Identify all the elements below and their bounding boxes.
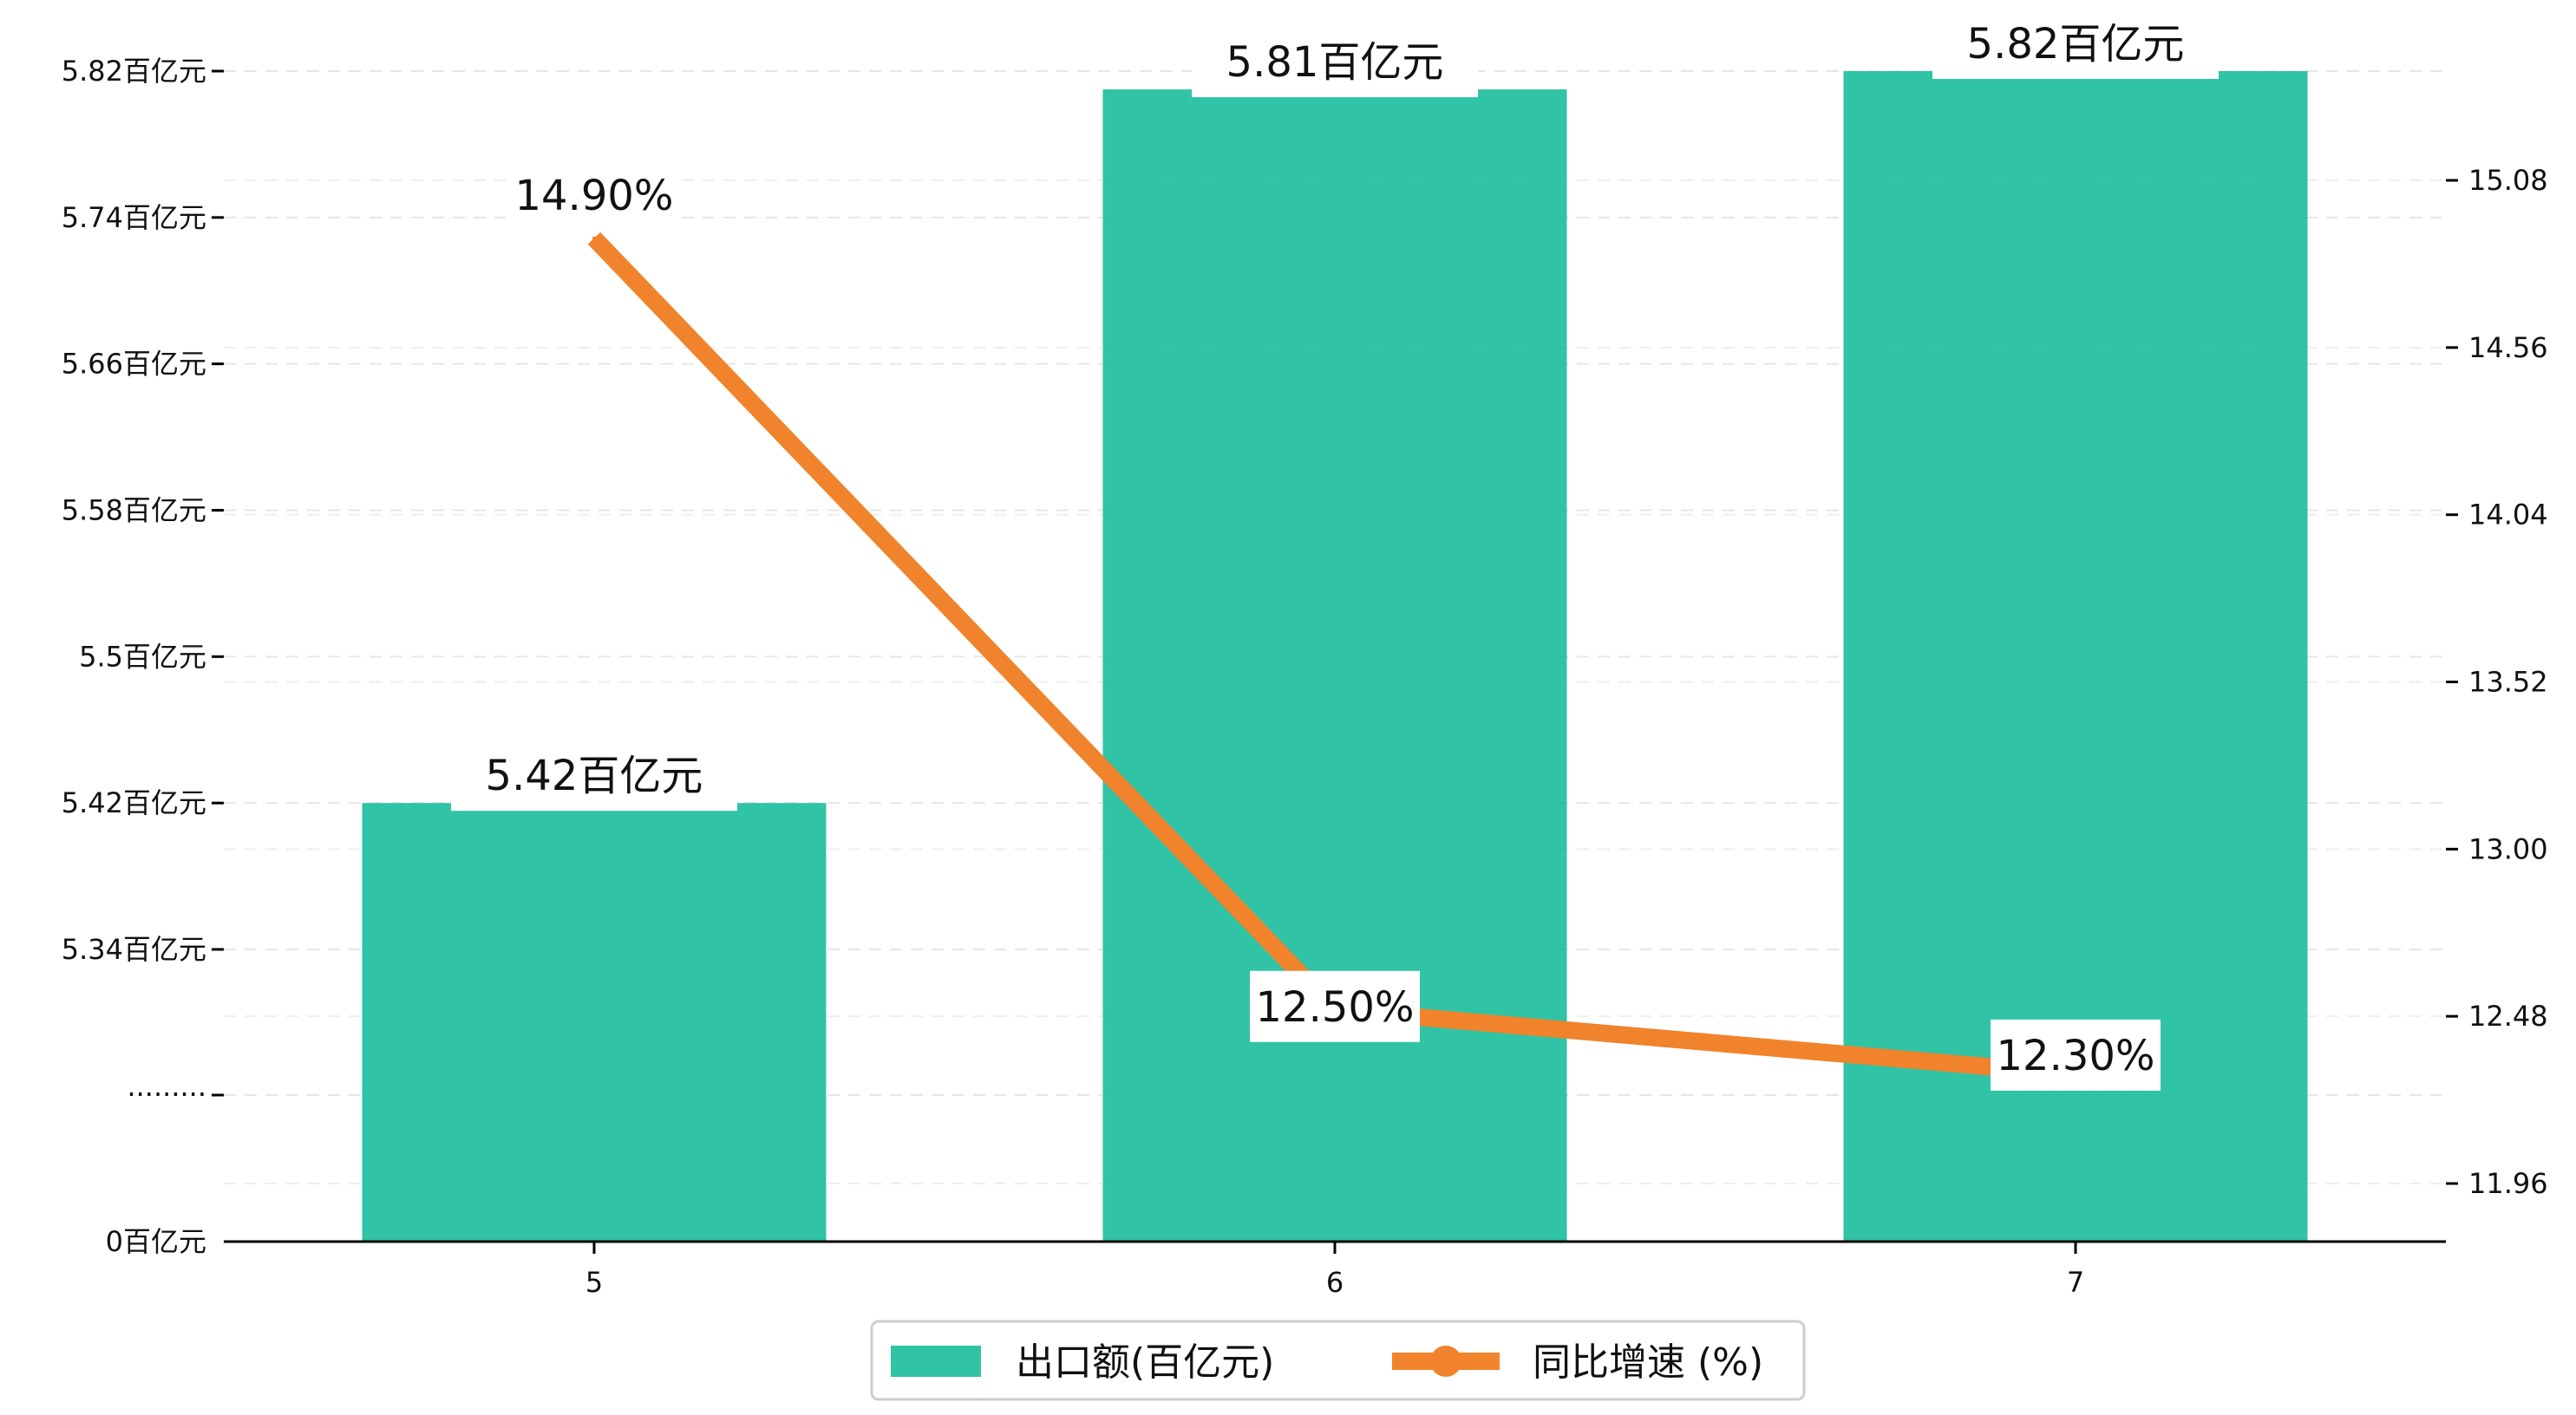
bar-value-label-7-box <box>1932 8 2219 79</box>
legend-swatch-bar <box>891 1346 981 1377</box>
x-tick-label: 5 <box>585 1266 603 1299</box>
y-right-tick-label: 14.56 <box>2468 331 2548 364</box>
legend: 出口额(百亿元) 同比增速 (%) <box>870 1320 1806 1401</box>
bar-value-label-6: 5.81百亿元 <box>1226 38 1444 87</box>
y-left-tick-label: 5.5百亿元 <box>79 640 206 673</box>
bar-value-label-7: 5.82百亿元 <box>1967 20 2185 68</box>
bar-6 <box>1102 89 1567 1242</box>
bar-value-label-5-box <box>451 740 737 812</box>
y-right-tick-label: 15.08 <box>2468 164 2548 197</box>
y-left-tick-label: 5.34百亿元 <box>62 933 206 966</box>
axes: 0百亿元 5.34百亿元 5.42百亿元 5.5百亿元 5.58百亿元 5.66百亿元 5.… <box>62 55 2548 1299</box>
y-right-tick-label: 13.52 <box>2468 666 2548 699</box>
legend-box <box>870 1320 1806 1401</box>
line-value-label-6-box <box>1250 970 1420 1042</box>
y-right-tick-label: 13.00 <box>2468 832 2548 865</box>
bar-value-label-6-box <box>1192 26 1478 98</box>
line-value-label-5: 14.90% <box>514 172 673 220</box>
line-value-label-5-box <box>509 159 679 231</box>
y-right-tick-label: 11.96 <box>2468 1167 2548 1200</box>
legend-label-line: 同比增速 (%) <box>1533 1340 1763 1385</box>
line-value-label-7-box <box>1991 1019 2161 1091</box>
data-labels: 5.42百亿元 5.81百亿元 5.82百亿元 14.90% 12.50% 12.30% <box>451 8 2219 1091</box>
y-left-tick-label: 0百亿元 <box>106 1225 206 1258</box>
y-right-tick-label: 14.04 <box>2468 499 2548 531</box>
line-value-label-6: 12.50% <box>1255 983 1414 1032</box>
y-left-tick-label: 5.74百亿元 <box>62 201 206 234</box>
y-left-break-label: ········· <box>127 1078 206 1111</box>
bar-value-label-5: 5.42百亿元 <box>486 752 703 800</box>
x-tick-label: 6 <box>1326 1266 1344 1299</box>
bar-5 <box>362 803 827 1242</box>
y-right-tick-label: 12.48 <box>2468 1000 2548 1033</box>
x-tick-label: 7 <box>2067 1266 2084 1299</box>
y-left-tick-label: 5.42百亿元 <box>62 786 206 819</box>
legend-label-bar: 出口额(百亿元) <box>1016 1340 1274 1385</box>
y-left-tick-label: 5.82百亿元 <box>62 55 206 88</box>
legend-swatch-marker <box>1430 1346 1461 1377</box>
y-left-tick-label: 5.66百亿元 <box>62 348 206 381</box>
line-value-label-7: 12.30% <box>1996 1032 2154 1080</box>
growth-point-5 <box>592 236 596 240</box>
y-left-tick-label: 5.58百亿元 <box>62 494 206 527</box>
